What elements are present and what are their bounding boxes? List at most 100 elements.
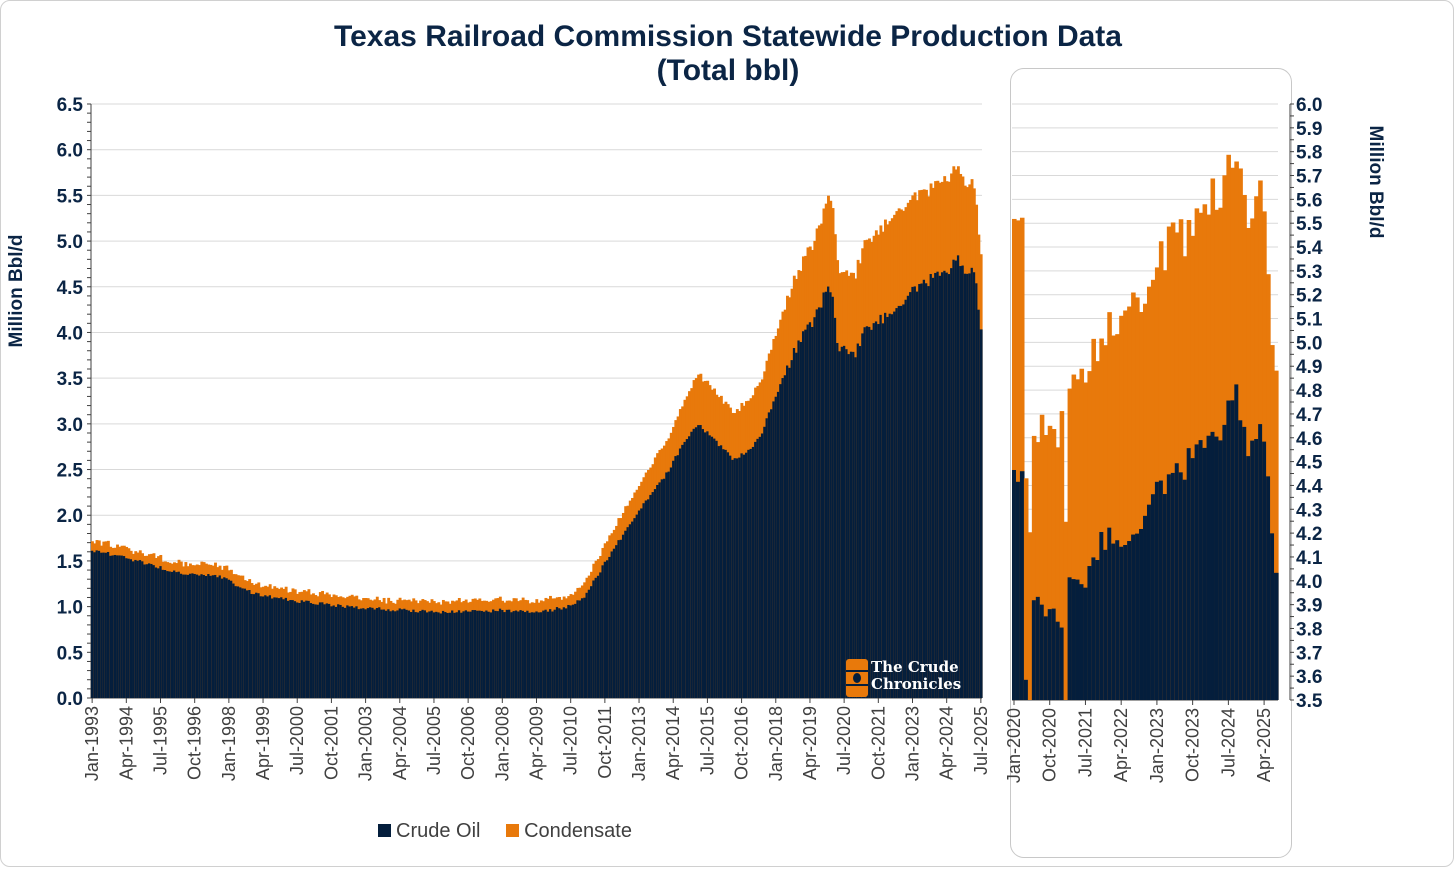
watermark-logo: The Crude Chronicles [845, 658, 981, 698]
crude-oil-bar [91, 550, 94, 698]
x-tick-label: Jul-2020 [834, 706, 854, 775]
crude-oil-bar [1071, 579, 1077, 700]
y-tick-label: 5.5 [57, 186, 84, 207]
crude-oil-bar [701, 429, 705, 698]
condensate-bar [1115, 334, 1120, 700]
crude-oil-bar [446, 612, 450, 698]
x-tick-label: Jan-2008 [492, 706, 512, 781]
crude-oil-bar [813, 317, 817, 698]
condensate-bar [1270, 345, 1275, 700]
crude-oil-bar [188, 573, 192, 698]
crude-oil-bar [184, 574, 188, 698]
crude-oil-bar [430, 610, 434, 698]
crude-oil-bar [564, 608, 568, 698]
crude-oil-bar [713, 438, 716, 698]
crude-oil-bar [660, 479, 664, 698]
crude-oil-bar [765, 418, 769, 698]
crude-oil-bar [1127, 541, 1132, 700]
crude-oil-bar [653, 489, 657, 698]
crude-oil-bar [391, 610, 395, 698]
crude-oil-bar [925, 283, 928, 698]
crude-oil-bar [510, 612, 514, 698]
x-tick-label: Apr-2004 [390, 706, 410, 780]
crude-oil-bar [1115, 540, 1120, 700]
crude-oil-bar [968, 273, 972, 698]
crude-oil-bar [496, 611, 500, 698]
crude-oil-bar [1039, 604, 1045, 700]
crude-oil-bar [489, 612, 493, 698]
crude-oil-bar [621, 534, 625, 698]
crude-oil-bar [774, 396, 778, 698]
crude-oil-bar [1206, 435, 1212, 700]
crude-oil-bar [756, 438, 760, 698]
crude-oil-bar [170, 571, 174, 698]
crude-oil-bar [523, 612, 527, 698]
crude-oil-bar [1242, 426, 1247, 700]
crude-oil-bar [881, 323, 885, 698]
condensate-bar [1023, 478, 1029, 700]
crude-oil-bar [749, 448, 753, 698]
crude-oil-bar [703, 432, 707, 698]
crude-oil-bar [503, 612, 507, 698]
condensate-bar [1091, 338, 1096, 700]
crude-oil-bar [1119, 546, 1124, 700]
crude-oil-bar [692, 428, 696, 698]
condensate-bar [1103, 345, 1108, 700]
crude-oil-bar [1234, 384, 1239, 700]
crude-oil-bar [683, 441, 687, 698]
crude-oil-bar [1051, 608, 1057, 700]
crude-oil-bar [1194, 444, 1200, 700]
crude-oil-bar [849, 351, 853, 698]
crude-oil-bar [947, 274, 951, 698]
crude-oil-bar [145, 564, 149, 698]
crude-oil-bar [858, 346, 862, 698]
crude-oil-bar [722, 449, 726, 698]
crude-oil-bar [359, 608, 363, 698]
crude-oil-bar [305, 600, 309, 698]
crude-oil-bar [127, 558, 131, 698]
crude-oil-bar [977, 309, 981, 698]
crude-oil-bar [551, 611, 555, 698]
crude-oil-bar [286, 600, 290, 698]
condensate-bar [1043, 435, 1049, 700]
crude-oil-bar [1182, 479, 1188, 700]
crude-oil-bar [177, 571, 181, 698]
condensate-bar [1067, 388, 1073, 700]
crude-oil-bar [893, 311, 897, 698]
crude-oil-bar [726, 452, 730, 698]
condensate-bar [1119, 315, 1124, 700]
y-tick-label: 4.4 [1296, 476, 1323, 497]
crude-oil-bar [407, 610, 411, 698]
crude-oil-bar [202, 574, 206, 698]
y-tick-label: 0.0 [57, 689, 83, 710]
crude-oil-bar [448, 612, 452, 698]
crude-oil-bar [104, 552, 108, 698]
crude-oil-bar [1143, 515, 1148, 700]
crude-oil-bar [378, 607, 382, 698]
crude-oil-bar [1270, 533, 1275, 700]
x-tick-label: Oct-2020 [1040, 708, 1060, 782]
crude-oil-bar [979, 329, 983, 698]
crude-oil-bar [526, 610, 530, 698]
crude-oil-bar [334, 606, 338, 698]
crude-oil-bar [1099, 531, 1104, 700]
main-chart: 0.0 0.5 1.0 1.5 2.0 2.5 3.0 3.5 4.0 4.5 5.0 5.5 6.0 6… [6, 95, 991, 781]
condensate-bar [1107, 312, 1112, 700]
crude-oil-bar [612, 548, 616, 698]
crude-oil-bar [662, 478, 666, 698]
condensate-bar [1178, 219, 1184, 700]
crude-oil-bar [975, 283, 979, 698]
condensate-bar [1035, 442, 1041, 700]
crude-oil-bar [387, 609, 391, 698]
crude-oil-bar [312, 603, 315, 698]
y-tick-label: 4.5 [57, 278, 84, 299]
y-tick-label: 5.0 [1296, 333, 1322, 354]
crude-oil-bar [1222, 424, 1227, 700]
crude-oil-bar [400, 609, 404, 698]
crude-oil-bar [346, 605, 350, 698]
crude-oil-bar [220, 578, 224, 698]
crude-oil-bar [615, 545, 618, 698]
crude-oil-bar [209, 575, 213, 698]
y-tick-label: 3.8 [1296, 619, 1322, 640]
